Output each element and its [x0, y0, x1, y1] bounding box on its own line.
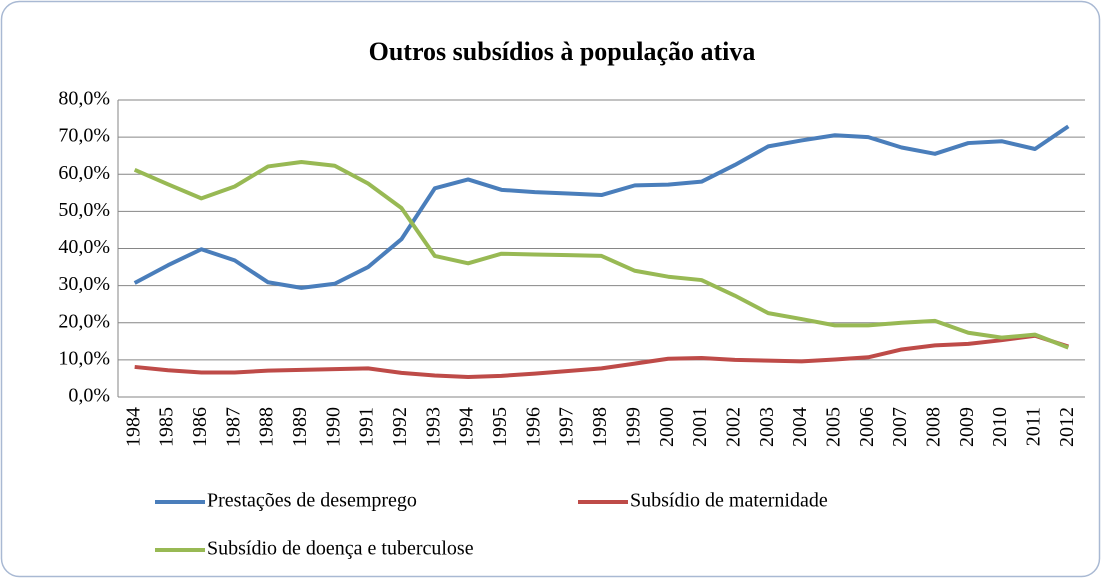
x-tick-label: 2000: [656, 407, 678, 447]
y-tick-label: 80,0%: [58, 88, 110, 110]
x-tick-label: 2005: [823, 407, 845, 447]
legend-label: Subsídio de doença e tuberculose: [207, 538, 474, 560]
x-tick-label: 1993: [422, 407, 444, 447]
x-tick-label: 1986: [189, 407, 211, 447]
x-tick-label: 1984: [122, 407, 144, 447]
x-tick-label: 2011: [1023, 407, 1045, 446]
y-tick-label: 60,0%: [58, 162, 110, 184]
series-line: [134, 333, 1069, 379]
x-tick-label: 1989: [289, 407, 311, 447]
x-tick-label: 1990: [322, 407, 344, 447]
x-tick-label: 2010: [989, 407, 1011, 447]
x-tick-label: 1999: [622, 407, 644, 447]
x-tick-label: 1985: [156, 407, 178, 447]
x-tick-label: 2009: [956, 407, 978, 447]
x-tick-label: 2008: [923, 407, 945, 447]
x-tick-label: 2006: [856, 407, 878, 447]
x-tick-label: 2001: [689, 407, 711, 447]
y-tick-label: 10,0%: [58, 347, 110, 369]
chart-title: Outros subsídios à população ativa: [369, 37, 756, 66]
series-line: [133, 124, 1070, 290]
y-tick-label: 50,0%: [58, 199, 110, 221]
x-tick-label: 2002: [722, 407, 744, 447]
y-tick-label: 20,0%: [58, 310, 110, 332]
x-tick-label: 1991: [356, 407, 378, 447]
x-tick-label: 2007: [889, 407, 911, 447]
legend-label: Prestações de desemprego: [207, 490, 417, 512]
x-tick-label: 2003: [756, 407, 778, 447]
x-tick-label: 1992: [389, 407, 411, 447]
x-tick-label: 1995: [489, 407, 511, 447]
x-tick-label: 2004: [789, 407, 811, 447]
y-tick-label: 30,0%: [58, 273, 110, 295]
x-tick-label: 1994: [456, 407, 478, 447]
x-tick-label: 1998: [589, 407, 611, 447]
y-tick-label: 0,0%: [68, 385, 110, 407]
legend-label: Subsídio de maternidade: [630, 490, 828, 512]
y-tick-label: 70,0%: [58, 125, 110, 147]
x-tick-label: 1988: [256, 407, 278, 447]
x-tick-label: 2012: [1056, 407, 1078, 447]
series-line: [133, 159, 1070, 350]
x-tick-label: 1987: [222, 407, 244, 447]
y-tick-label: 40,0%: [58, 236, 110, 258]
x-tick-label: 1996: [522, 407, 544, 447]
x-tick-label: 1997: [556, 407, 578, 447]
